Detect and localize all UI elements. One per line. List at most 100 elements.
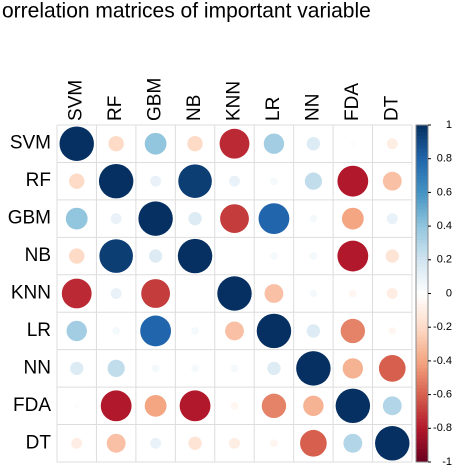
colorbar-segment (416, 320, 428, 325)
colorbar-segment (416, 377, 428, 382)
colorbar-tick-label: 1 (446, 119, 452, 131)
correlation-circle (306, 137, 321, 151)
row-label: GBM (8, 208, 51, 229)
correlation-circle (61, 278, 92, 309)
colorbar-segment (416, 300, 428, 305)
correlation-circle (386, 213, 398, 225)
row-label: FDA (13, 395, 51, 416)
correlation-circle (270, 439, 278, 448)
colorbar-segment (416, 387, 428, 392)
correlation-circle (388, 327, 397, 335)
correlation-circle (335, 388, 371, 424)
colorbar-segment (416, 135, 428, 139)
colorbar-tick-label: -0.2 (433, 321, 452, 333)
colorbar-segment (416, 391, 428, 396)
colorbar-segment (416, 266, 428, 271)
colorbar-segment (416, 253, 428, 257)
colorbar-segment (416, 323, 428, 328)
colorbar-segment (416, 232, 428, 237)
colorbar-segment (416, 411, 428, 416)
correlation-circle (138, 201, 173, 236)
colorbar-tick-label: -0.8 (433, 422, 452, 434)
correlation-circle (309, 289, 318, 298)
row-label: RF (26, 170, 51, 191)
correlation-circle (341, 207, 364, 230)
colorbar-segment (416, 290, 428, 294)
colorbar-segment (416, 451, 428, 456)
correlation-circle (217, 276, 252, 311)
colorbar-segment (416, 269, 428, 274)
colorbar-segment (416, 374, 428, 379)
colorbar-segment (416, 418, 428, 423)
colorbar-tick-label: 0.8 (437, 153, 452, 165)
colorbar-segment (416, 401, 428, 406)
correlation-circle (151, 364, 160, 373)
correlation-circle (258, 203, 290, 235)
colorbar-segment (416, 458, 428, 463)
correlation-circle (65, 207, 88, 230)
colorbar-tick-label: -0.4 (433, 355, 452, 367)
column-label: NB (184, 95, 205, 121)
correlation-circle (306, 324, 321, 338)
correlation-circle (337, 240, 369, 272)
correlation-circle (385, 249, 399, 263)
colorbar-segment (416, 249, 428, 254)
colorbar-segment (416, 192, 428, 197)
correlation-circle (382, 171, 402, 191)
correlation-circle (303, 395, 324, 417)
colorbar-segment (416, 145, 428, 150)
colorbar-segment (416, 189, 428, 193)
colorbar-segment (416, 435, 428, 439)
correlation-circle (348, 289, 357, 298)
correlation-circle (107, 359, 125, 378)
colorbar-segment (416, 286, 428, 291)
colorbar-segment (416, 229, 428, 234)
colorbar-segment (416, 445, 428, 450)
colorbar-tick-label: 0 (446, 287, 452, 299)
colorbar-segment (416, 337, 428, 342)
row-label: SVM (10, 133, 51, 154)
correlation-circle (270, 252, 278, 260)
colorbar-segment (416, 148, 428, 153)
colorbar-tick-label: 0.4 (437, 220, 452, 232)
correlation-circle (74, 403, 80, 409)
colorbar-segment (416, 158, 428, 163)
colorbar-segment (416, 360, 428, 365)
correlation-circle (230, 364, 239, 373)
colorbar-segment (416, 141, 428, 146)
colorbar-segment (416, 209, 428, 214)
correlation-circle (375, 426, 410, 461)
colorbar-segment (416, 327, 428, 332)
colorbar-segment (416, 219, 428, 224)
correlation-circle (177, 238, 213, 274)
colorbar-segment (416, 354, 428, 359)
correlation-circle (382, 396, 402, 416)
correlation-circle (110, 213, 122, 225)
correlation-circle (309, 252, 318, 260)
colorbar-segment (416, 125, 428, 129)
colorbar-segment (416, 381, 428, 385)
correlation-circle (386, 138, 398, 150)
colorbar-tick-label: 0.2 (437, 254, 452, 266)
column-label: NN (302, 94, 323, 121)
column-label: DT (381, 95, 402, 121)
colorbar-segment (416, 246, 428, 251)
row-label: NB (25, 245, 51, 266)
correlation-circle (150, 437, 162, 449)
correlation-circle (99, 239, 133, 273)
correlation-circle (100, 390, 132, 422)
colorbar-segment (416, 330, 428, 335)
colorbar-segment (416, 128, 428, 133)
column-label: KNN (224, 81, 245, 121)
colorbar-segment (416, 384, 428, 389)
correlation-circle (148, 249, 163, 263)
colorbar-segment (416, 408, 428, 412)
correlation-circle (264, 284, 284, 303)
colorbar-segment (416, 357, 428, 362)
colorbar-segment (416, 448, 428, 453)
colorbar-segment (416, 182, 428, 187)
colorbar-segment (416, 340, 428, 345)
correlation-circle (150, 175, 162, 187)
correlation-circle (178, 164, 212, 198)
